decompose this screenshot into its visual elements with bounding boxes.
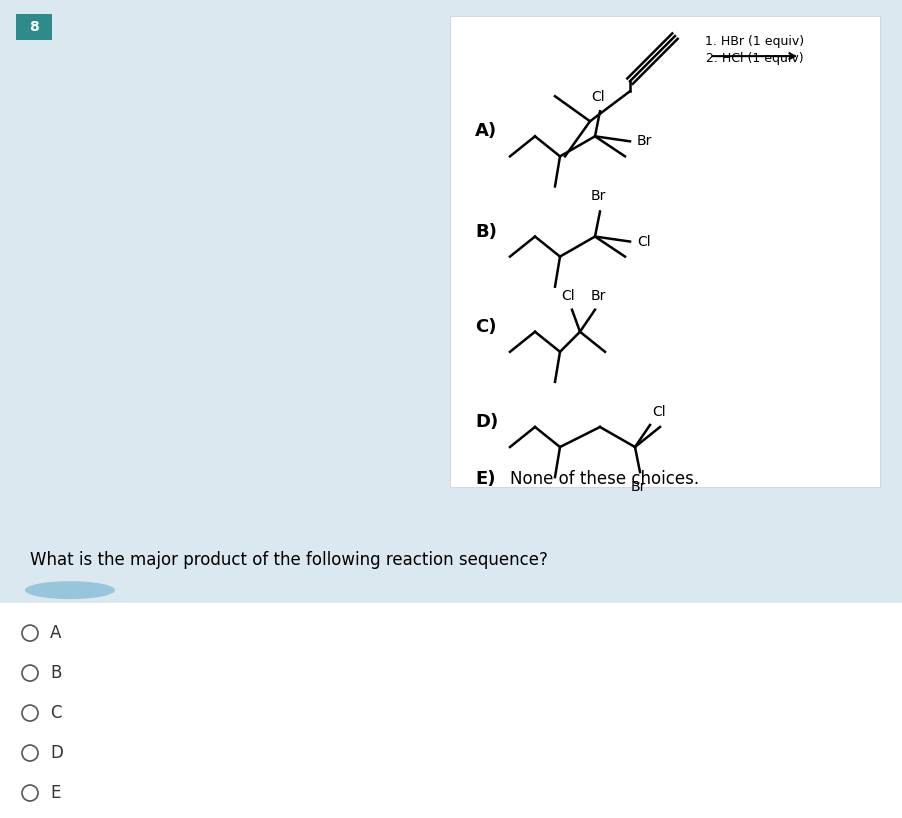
Text: C: C: [50, 704, 61, 722]
Text: Br: Br: [590, 190, 605, 204]
Text: Cl: Cl: [651, 405, 665, 419]
Circle shape: [22, 705, 38, 721]
Text: Cl: Cl: [560, 289, 575, 303]
FancyBboxPatch shape: [0, 507, 902, 603]
Text: Cl: Cl: [636, 235, 650, 249]
Text: 2. HCl (1 equiv): 2. HCl (1 equiv): [705, 52, 803, 65]
Text: A): A): [474, 123, 497, 141]
Text: Cl: Cl: [591, 90, 604, 104]
Circle shape: [22, 745, 38, 761]
Ellipse shape: [25, 581, 115, 599]
Text: 1. HBr (1 equiv): 1. HBr (1 equiv): [704, 34, 804, 47]
FancyBboxPatch shape: [0, 0, 902, 507]
Circle shape: [22, 665, 38, 681]
FancyBboxPatch shape: [449, 16, 879, 487]
Text: Br: Br: [636, 134, 651, 148]
Circle shape: [22, 625, 38, 641]
Text: What is the major product of the following reaction sequence?: What is the major product of the followi…: [30, 551, 548, 569]
Text: None of these choices.: None of these choices.: [510, 470, 698, 488]
Text: Br: Br: [590, 289, 605, 303]
Text: E: E: [50, 784, 60, 802]
FancyBboxPatch shape: [16, 14, 52, 40]
Text: E): E): [474, 470, 495, 488]
Text: B): B): [474, 222, 496, 240]
Text: Br: Br: [630, 480, 645, 494]
Text: A: A: [50, 624, 61, 642]
Text: C): C): [474, 317, 496, 335]
Text: D): D): [474, 413, 498, 431]
Text: 8: 8: [29, 20, 39, 34]
Text: D: D: [50, 744, 63, 762]
Circle shape: [22, 785, 38, 801]
Text: B: B: [50, 664, 61, 682]
